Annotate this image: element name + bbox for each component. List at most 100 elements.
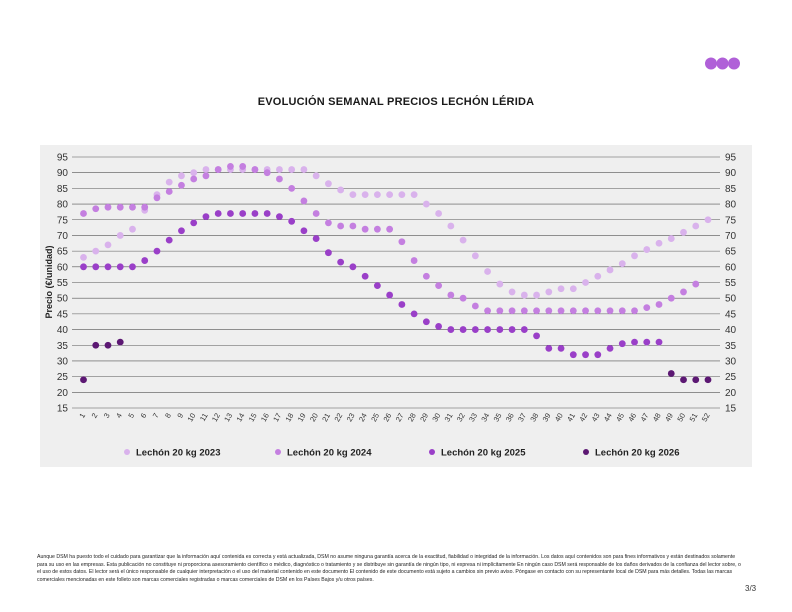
data-point — [606, 344, 614, 352]
x-tick-label: 51 — [688, 412, 700, 424]
series-2 — [80, 163, 700, 315]
data-point — [496, 307, 504, 315]
data-point — [190, 169, 198, 177]
data-point — [251, 210, 259, 217]
data-point — [141, 203, 149, 211]
data-points — [80, 163, 712, 384]
y-axis-title: Precio (€/unidad) — [44, 245, 54, 318]
data-point — [594, 272, 602, 280]
data-point — [325, 219, 332, 227]
data-point — [92, 263, 100, 271]
y-tick-label-right: 60 — [725, 262, 737, 273]
data-point — [276, 166, 283, 173]
data-point — [484, 268, 491, 275]
x-tick-label: 3 — [102, 412, 112, 420]
data-point — [533, 291, 540, 299]
data-point — [300, 197, 308, 205]
data-point — [471, 302, 479, 310]
data-point — [471, 326, 479, 333]
data-point — [361, 272, 369, 280]
data-point — [165, 178, 173, 186]
data-point — [386, 191, 394, 199]
y-tick-label-right: 30 — [725, 356, 737, 367]
x-tick-label: 40 — [553, 412, 565, 424]
data-point — [227, 210, 234, 217]
data-point — [520, 291, 528, 299]
data-point — [337, 222, 345, 230]
chart-title: EVOLUCIÓN SEMANAL PRECIOS LECHÓN LÉRIDA — [257, 96, 535, 108]
data-point — [325, 249, 332, 257]
y-axis-right: 15 20 25 30 35 40 45 50 55 60 65 70 75 80 85 90 95 — [725, 153, 737, 415]
x-tick-label: 10 — [185, 412, 197, 424]
data-point — [545, 288, 553, 296]
y-tick-label-left: 65 — [57, 247, 69, 258]
data-point — [557, 285, 565, 293]
y-tick-label-left: 15 — [57, 404, 69, 415]
data-point — [92, 247, 100, 255]
data-point — [239, 210, 247, 217]
data-point — [80, 254, 87, 261]
y-tick-label-right: 55 — [725, 278, 737, 289]
legend-item: Lechón 20 kg 2025 — [429, 448, 526, 459]
data-point — [80, 376, 87, 384]
data-point — [582, 279, 589, 286]
x-tick-label: 6 — [139, 412, 149, 420]
data-point — [202, 172, 210, 180]
legend-item: Lechón 20 kg 2024 — [275, 448, 372, 459]
data-point — [398, 238, 406, 246]
x-tick-label: 46 — [626, 412, 638, 424]
data-point — [239, 163, 247, 170]
data-point — [190, 219, 198, 227]
x-tick-label: 39 — [541, 412, 553, 424]
disclaimer-text: Aunque DSM ha puesto todo el cuidado par… — [37, 554, 741, 583]
legend-marker — [429, 449, 435, 455]
data-point — [484, 307, 491, 315]
data-point — [631, 252, 638, 260]
legend-label: Lechón 20 kg 2023 — [136, 448, 220, 459]
y-tick-label-left: 55 — [57, 278, 69, 289]
data-point — [386, 291, 394, 299]
legend-marker — [583, 449, 589, 455]
data-point — [508, 288, 516, 296]
x-tick-label: 25 — [369, 412, 381, 424]
data-point — [104, 203, 112, 211]
series-1 — [80, 166, 712, 299]
data-point — [361, 191, 369, 199]
x-tick-label: 30 — [430, 412, 442, 424]
x-tick-label: 11 — [198, 412, 210, 423]
x-tick-label: 19 — [296, 412, 308, 424]
x-tick-label: 8 — [163, 412, 173, 420]
data-point — [129, 225, 136, 233]
data-point — [263, 169, 271, 177]
data-point — [92, 205, 100, 213]
x-tick-label: 17 — [271, 412, 283, 424]
data-point — [520, 307, 528, 315]
data-point — [386, 225, 394, 233]
data-point — [692, 222, 700, 230]
x-tick-label: 34 — [479, 412, 491, 424]
y-tick-label-right: 25 — [725, 372, 737, 383]
x-tick-label: 15 — [247, 412, 259, 424]
data-point — [349, 263, 357, 271]
data-point — [104, 241, 112, 249]
y-tick-label-right: 15 — [725, 404, 737, 415]
data-point — [129, 203, 136, 211]
data-point — [557, 307, 565, 315]
data-point — [165, 188, 173, 195]
data-point — [276, 175, 283, 183]
y-tick-label-right: 75 — [725, 215, 737, 226]
data-point — [618, 340, 626, 348]
data-point — [263, 210, 271, 217]
chart-panel: 15 20 25 30 35 40 45 50 55 60 65 70 75 80 85 90 95 15 20 2… — [40, 145, 752, 467]
x-tick-label: 18 — [283, 412, 295, 424]
data-point — [178, 181, 185, 189]
x-tick-label: 4 — [114, 412, 124, 420]
data-point — [655, 301, 663, 308]
x-tick-label: 12 — [210, 412, 222, 424]
y-tick-label-left: 50 — [57, 294, 69, 305]
data-point — [116, 232, 124, 239]
data-point — [594, 307, 602, 315]
y-tick-label-right: 20 — [725, 388, 737, 399]
data-point — [410, 310, 418, 318]
data-point — [129, 263, 136, 271]
